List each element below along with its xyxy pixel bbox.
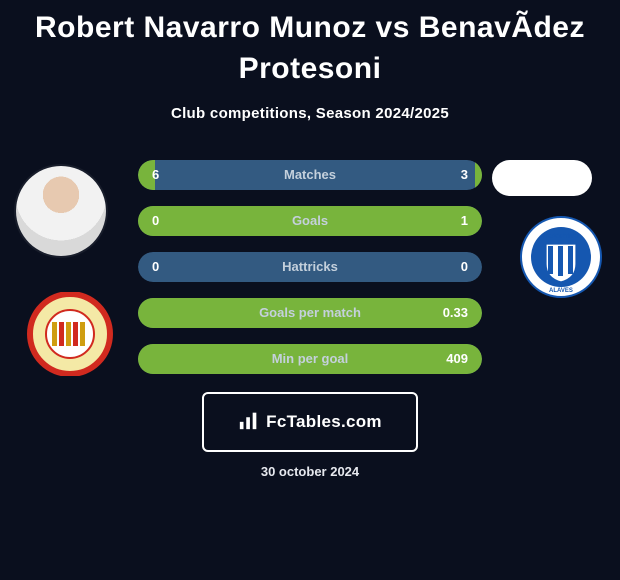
right-player-avatar-placeholder	[492, 160, 592, 196]
left-club-badge	[22, 292, 118, 376]
footer-date: 30 october 2024	[0, 464, 620, 479]
stat-rows: 63Matches 01Goals 00Hattricks 0.33Goals per…	[138, 160, 482, 390]
stat-label: Matches	[138, 160, 482, 190]
svg-text:DEPORTIVO: DEPORTIVO	[543, 234, 579, 240]
stat-row: 0.33Goals per match	[138, 298, 482, 328]
comparison-subtitle: Club competitions, Season 2024/2025	[0, 105, 620, 122]
stat-row: 00Hattricks	[138, 252, 482, 282]
comparison-card: Robert Navarro Munoz vs BenavÃ­dez Prote…	[0, 0, 620, 580]
stat-label: Goals per match	[138, 298, 482, 328]
stat-label: Min per goal	[138, 344, 482, 374]
left-player-avatar	[16, 166, 106, 256]
site-logo-badge: FcTables.com	[202, 392, 418, 452]
stat-label: Hattricks	[138, 252, 482, 282]
stat-row: 409Min per goal	[138, 344, 482, 374]
stat-row: 01Goals	[138, 206, 482, 236]
stat-row: 63Matches	[138, 160, 482, 190]
svg-text:ALAVES: ALAVES	[549, 288, 573, 294]
comparison-title: Robert Navarro Munoz vs BenavÃ­dez Prote…	[0, 8, 620, 89]
stat-label: Goals	[138, 206, 482, 236]
stats-chart: DEPORTIVO ALAVES 63Matches 01Goals 00Hattr…	[0, 160, 620, 380]
bar-chart-icon	[238, 409, 260, 436]
site-logo-text: FcTables.com	[266, 412, 382, 432]
right-club-badge: DEPORTIVO ALAVES	[520, 216, 602, 298]
